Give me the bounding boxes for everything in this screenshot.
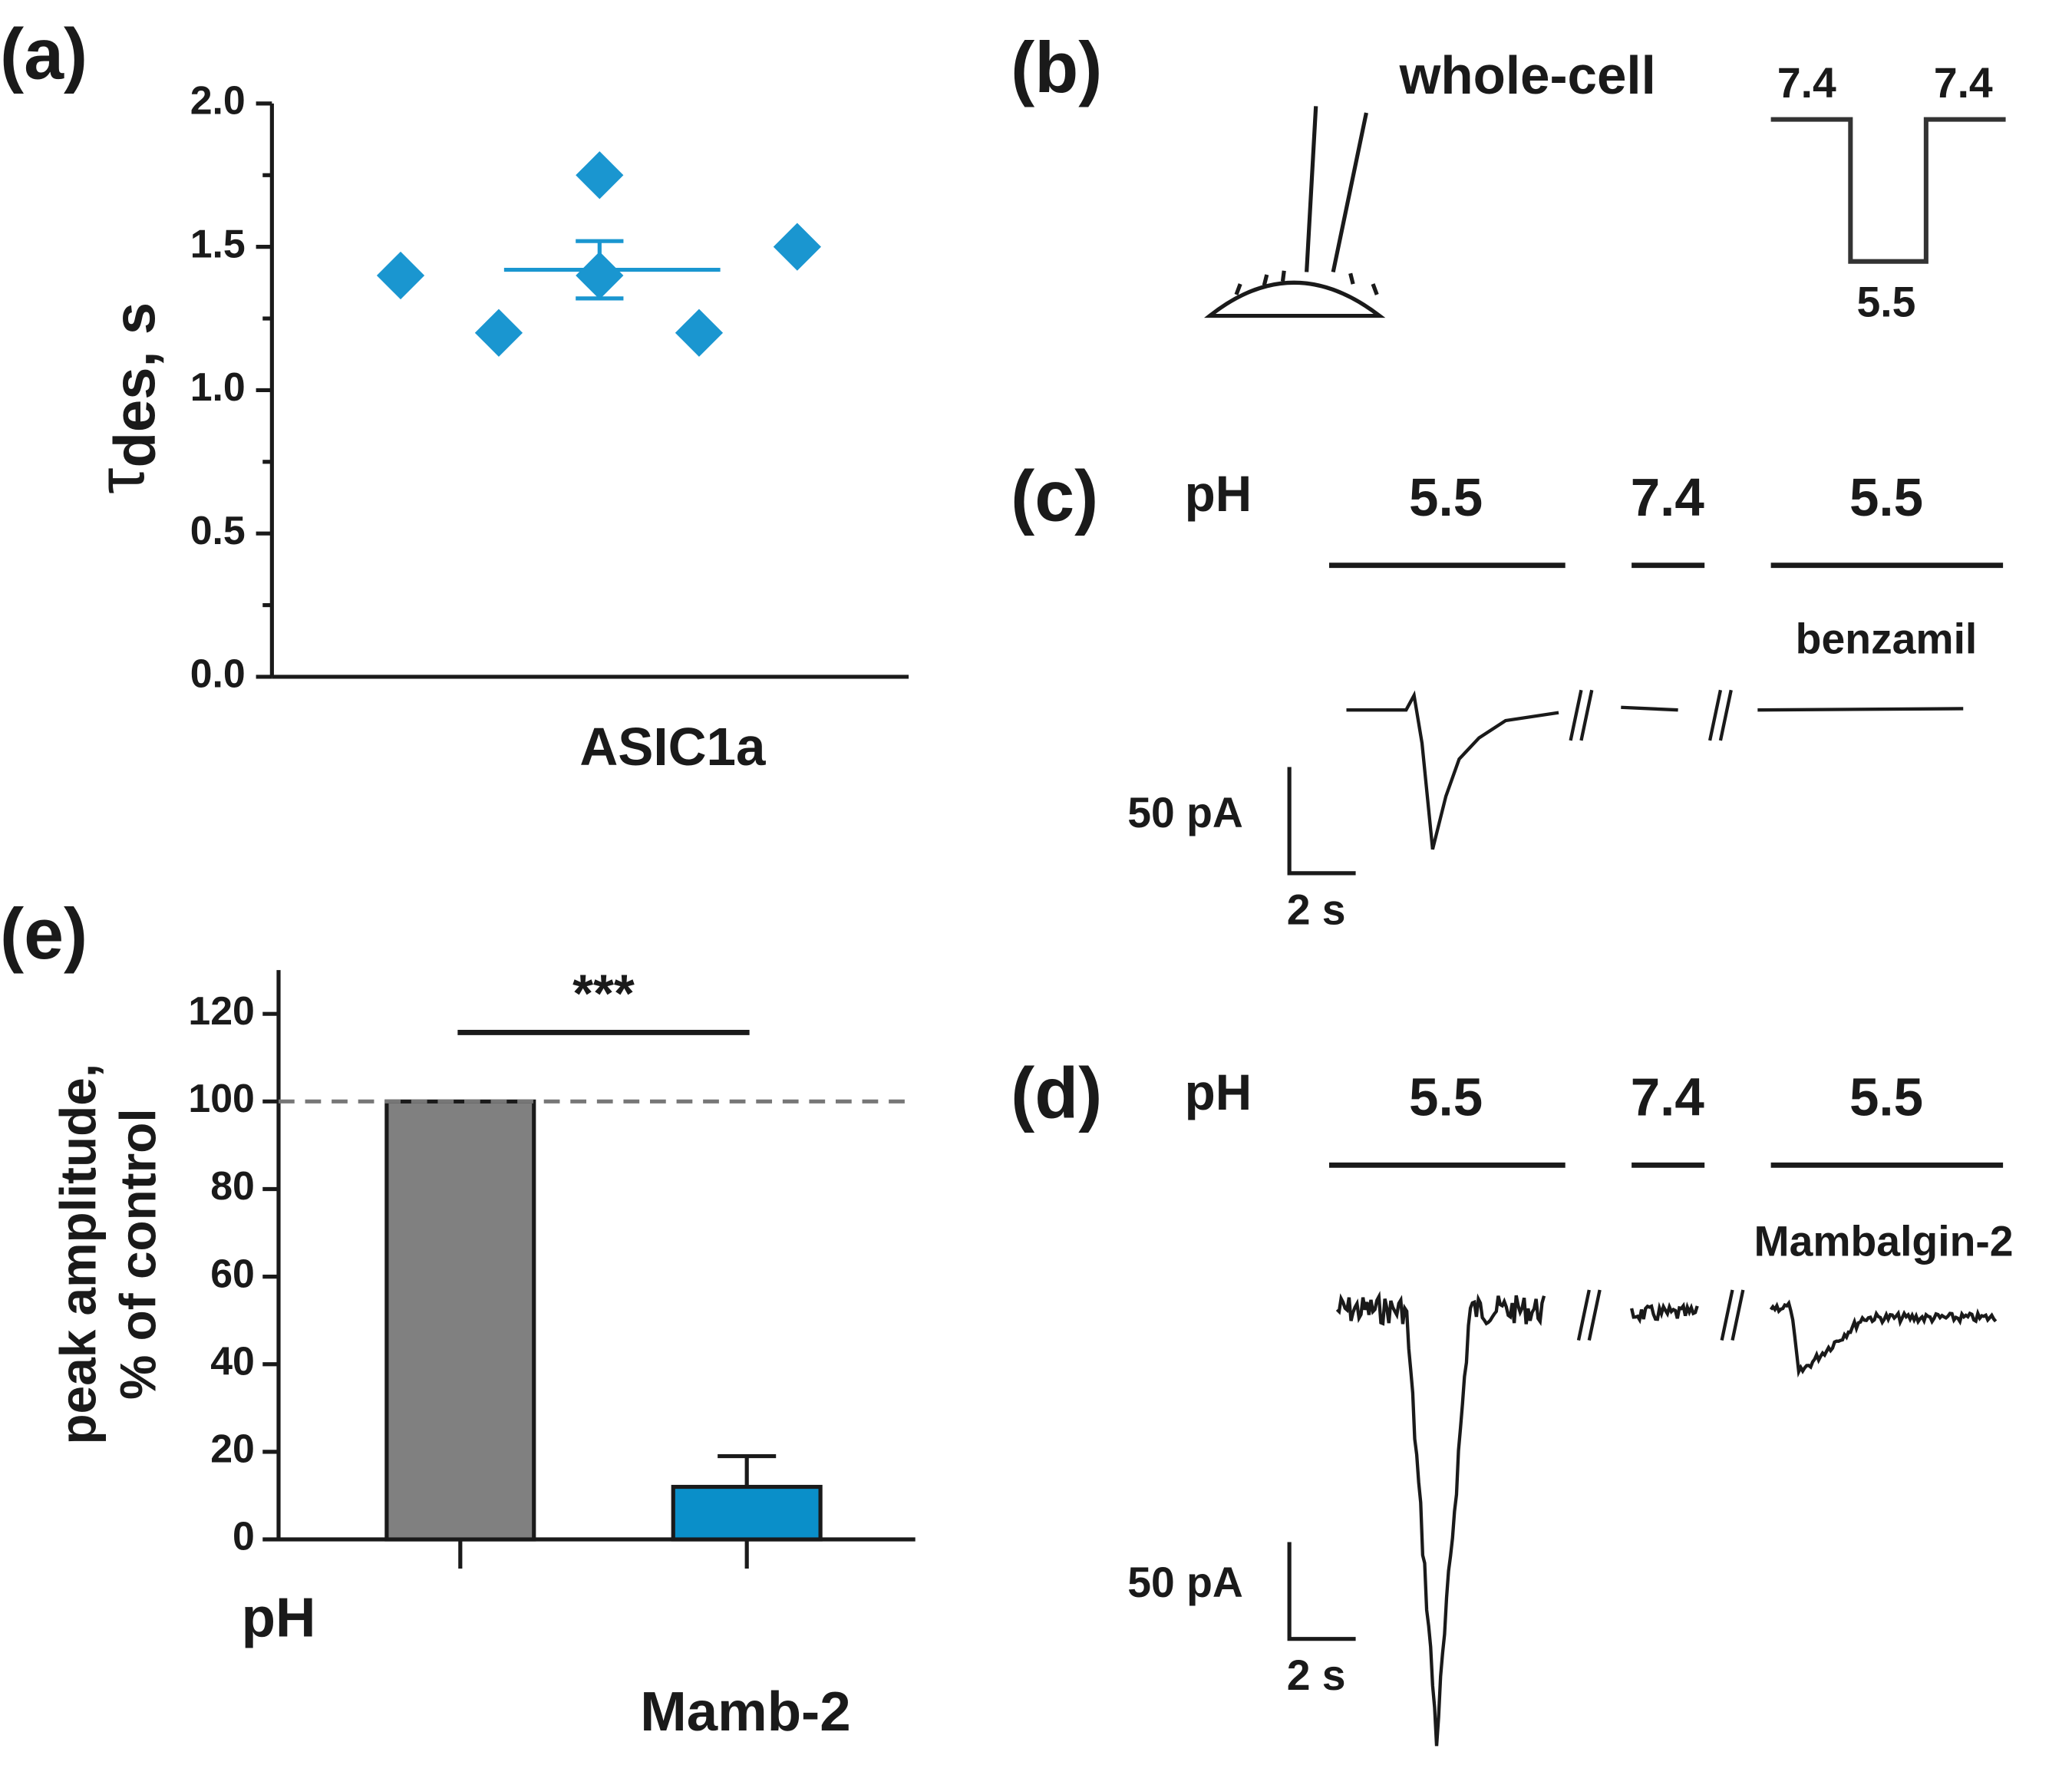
scale-label: 50 pA xyxy=(1127,789,1243,836)
panel-label: (b) xyxy=(1011,27,1102,107)
panel-label: (a) xyxy=(0,13,87,94)
application-label: 5.5 xyxy=(1849,1067,1923,1127)
error-bar xyxy=(718,1453,777,1487)
y-tick-label: 1.5 xyxy=(190,221,246,266)
x-category-label: pH xyxy=(242,1586,316,1648)
configuration-label: whole-cell xyxy=(1399,45,1656,105)
data-point xyxy=(576,151,624,200)
scale-label: 2 s xyxy=(1287,1651,1346,1699)
y-label-subscript: des, s xyxy=(103,302,168,468)
pipette-diagram xyxy=(1203,106,1386,318)
protocol-label: 7.4 xyxy=(1934,59,1993,107)
y-axis-label: τdes, s xyxy=(84,302,168,494)
y-label-symbol: τ xyxy=(84,468,158,494)
bar xyxy=(384,1099,536,1542)
protocol-label: 5.5 xyxy=(1857,278,1916,325)
scale-label: 2 s xyxy=(1287,886,1346,933)
application-label: 7.4 xyxy=(1631,467,1705,527)
x-category-label: Mamb-2 xyxy=(640,1681,850,1743)
y-tick-label: 120 xyxy=(188,988,255,1033)
scale-label: 50 pA xyxy=(1127,1559,1243,1606)
ph-label: pH xyxy=(1185,466,1252,522)
y-tick-label: 20 xyxy=(210,1427,255,1471)
data-point xyxy=(576,251,624,300)
application-label: 5.5 xyxy=(1849,467,1923,527)
y-tick-label: 1.0 xyxy=(190,365,246,409)
data-point xyxy=(675,308,724,357)
panel-label: (c) xyxy=(1011,455,1098,536)
x-category-label: ASIC1a xyxy=(579,717,766,777)
membrane-marks xyxy=(1234,270,1379,295)
data-point xyxy=(376,251,425,300)
cell xyxy=(1203,280,1386,318)
y-axis-label: % of control xyxy=(110,1108,166,1400)
application-label: 5.5 xyxy=(1409,1067,1483,1127)
data-point xyxy=(773,223,821,271)
protocol-label: 7.4 xyxy=(1777,59,1836,107)
drug-label: Mambalgin-2 xyxy=(1754,1218,2014,1265)
y-tick-label: 40 xyxy=(210,1338,255,1383)
application-label: 5.5 xyxy=(1409,467,1483,527)
scale-bar xyxy=(1287,1542,1356,1641)
data-point xyxy=(474,308,523,357)
current-trace xyxy=(1346,689,1964,850)
pipette xyxy=(1305,106,1368,273)
significance-label: *** xyxy=(572,964,635,1024)
panel-label: (e) xyxy=(0,893,87,974)
panel-label: (d) xyxy=(1011,1053,1102,1133)
y-tick-label: 0.5 xyxy=(190,508,246,553)
current-trace xyxy=(1335,1289,1998,1747)
y-tick-label: 0.0 xyxy=(190,652,246,696)
ph-protocol xyxy=(1770,117,2006,264)
y-tick-label: 0 xyxy=(233,1514,255,1559)
drug-label: benzamil xyxy=(1796,615,1978,663)
y-tick-label: 2.0 xyxy=(190,78,246,123)
bar xyxy=(671,1484,823,1542)
y-tick-label: 60 xyxy=(210,1251,255,1295)
scale-bar xyxy=(1287,767,1356,876)
y-axis-label: peak amplitude, xyxy=(51,1064,107,1445)
ph-label: pH xyxy=(1185,1064,1252,1120)
y-tick-label: 100 xyxy=(188,1076,255,1120)
application-label: 7.4 xyxy=(1631,1067,1705,1127)
y-tick-label: 80 xyxy=(210,1163,255,1208)
